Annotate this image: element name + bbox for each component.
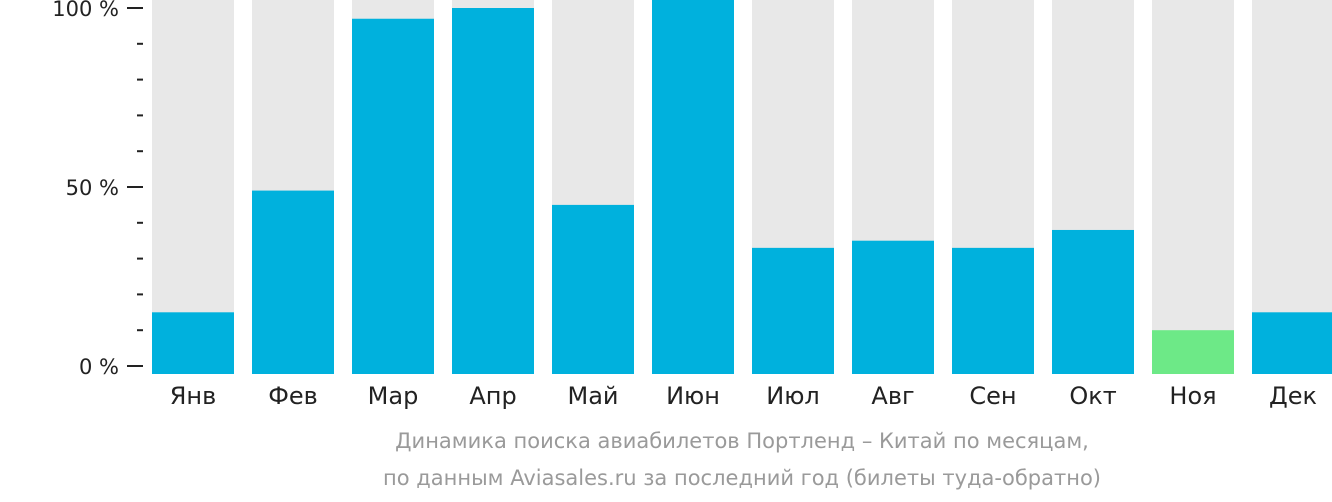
x-tick-label: Окт xyxy=(1069,382,1116,410)
bar-3 xyxy=(352,18,434,375)
x-tick-label: Дек xyxy=(1269,382,1317,410)
bar-1 xyxy=(152,312,234,374)
bar-10 xyxy=(1052,229,1134,374)
x-tick-label: Авг xyxy=(871,382,914,410)
bar-8 xyxy=(852,240,934,374)
bar-background xyxy=(152,0,234,374)
y-tick-label: 50 % xyxy=(66,176,119,200)
bar-9 xyxy=(952,247,1034,374)
y-axis: 100 % 50 % 0 % xyxy=(52,0,143,379)
bar-2 xyxy=(252,190,334,374)
bar-6 xyxy=(652,0,734,374)
chart-caption-line-2: по данным Aviasales.ru за последний год … xyxy=(383,466,1101,490)
x-tick-label: Мар xyxy=(368,382,419,410)
bar-5 xyxy=(552,204,634,374)
x-tick-label: Янв xyxy=(170,382,217,410)
bar-11 xyxy=(1152,330,1234,374)
bar-background xyxy=(1252,0,1332,374)
x-tick-label: Апр xyxy=(469,382,516,410)
x-tick-label: Июл xyxy=(766,382,820,410)
bar-4 xyxy=(452,8,534,374)
x-tick-label: Ноя xyxy=(1169,382,1216,410)
bar-7 xyxy=(752,247,834,374)
y-tick-label: 0 % xyxy=(79,355,119,379)
y-tick-label: 100 % xyxy=(52,0,119,21)
x-tick-label: Июн xyxy=(666,382,720,410)
chart-caption-line-1: Динамика поиска авиабилетов Портленд – К… xyxy=(395,429,1089,453)
x-axis-labels: Янв Фев Мар Апр Май Июн Июл Авг Сен Окт Ноя Дек xyxy=(170,382,1317,410)
x-tick-label: Сен xyxy=(969,382,1016,410)
x-tick-label: Фев xyxy=(268,382,318,410)
x-tick-label: Май xyxy=(567,382,618,410)
bar-background xyxy=(1152,0,1234,374)
bar-12 xyxy=(1252,312,1332,374)
bar-layer xyxy=(152,0,1332,375)
